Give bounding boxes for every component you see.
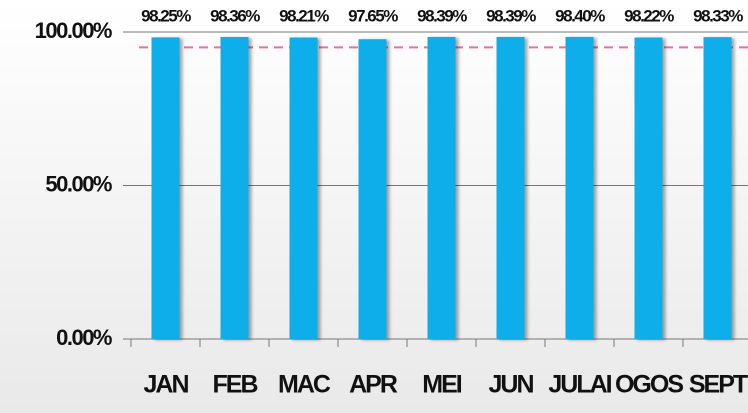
x-tick-label: JAN	[143, 371, 188, 399]
value-label: 98.25%	[141, 6, 191, 25]
bar	[703, 37, 732, 340]
x-tick-label: OGOS	[615, 371, 683, 399]
value-label: 98.33%	[693, 6, 743, 25]
value-label: 98.22%	[624, 6, 674, 25]
bar	[289, 37, 318, 339]
value-label: 98.36%	[210, 6, 260, 25]
value-label: 98.39%	[417, 6, 467, 25]
x-tick-label: JULAI	[548, 371, 611, 399]
y-tick-label: 50.00%	[45, 171, 112, 196]
value-label: 98.40%	[555, 6, 605, 25]
bar	[220, 37, 249, 340]
x-tick-label: JUN	[488, 371, 533, 399]
bar	[427, 36, 456, 340]
x-tick-label: FEB	[213, 371, 258, 399]
value-label: 97.65%	[348, 6, 398, 25]
bar	[565, 36, 594, 340]
value-label: 98.21%	[279, 6, 329, 25]
x-tick-label: MAC	[278, 371, 331, 399]
y-tick-label: 0.00%	[56, 325, 112, 350]
x-tick-label: APR	[349, 371, 398, 399]
y-tick-label: 100.00%	[35, 18, 112, 43]
value-label: 98.39%	[486, 6, 536, 25]
x-tick-label: SEPT	[689, 371, 748, 399]
bar	[496, 36, 525, 340]
bar	[634, 37, 663, 339]
x-tick-label: MEI	[422, 371, 462, 399]
bar	[358, 39, 387, 339]
bar	[151, 37, 180, 340]
